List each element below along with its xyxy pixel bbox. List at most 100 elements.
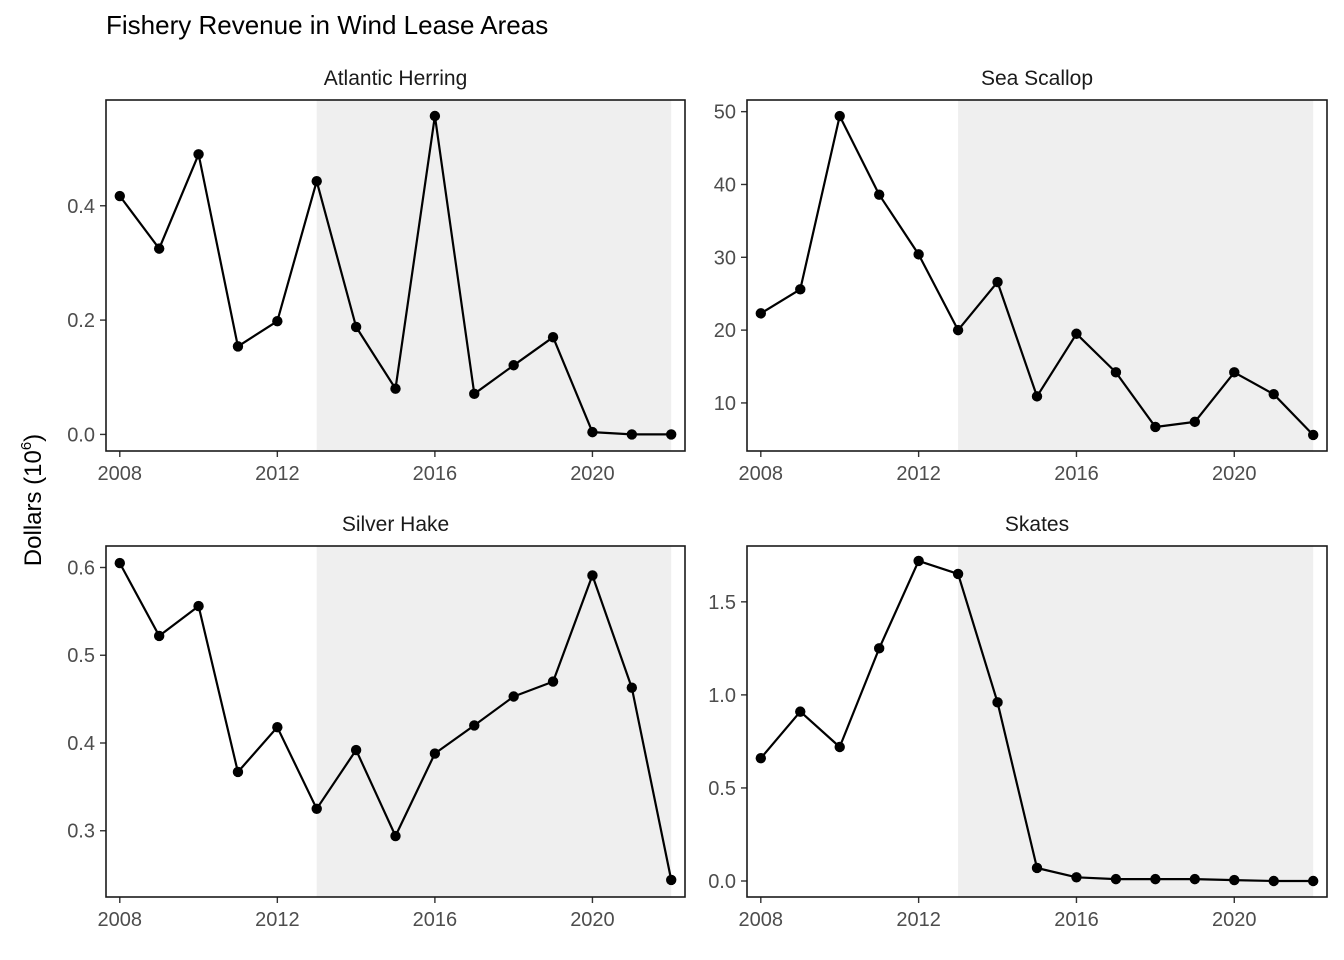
panel-title-skates: Skates (1005, 513, 1069, 536)
data-point-silver-hake-2015 (390, 830, 401, 842)
data-point-silver-hake-2008 (114, 557, 125, 569)
x-tick-label: 2012 (255, 909, 300, 931)
data-point-skates-2013 (952, 568, 964, 580)
data-point-silver-hake-2016 (429, 748, 441, 759)
data-point-sea-scallop-2014 (992, 276, 1003, 288)
data-point-silver-hake-2013 (311, 803, 322, 815)
x-tick-label: 2016 (1054, 909, 1099, 931)
x-tick-label: 2020 (1212, 909, 1257, 931)
lease-period-shading (316, 546, 672, 897)
data-point-atlantic-herring-2012 (272, 316, 283, 327)
y-axis-label-end: ) (20, 434, 47, 442)
data-point-silver-hake-2011 (232, 766, 244, 778)
y-tick-label: 0.5 (708, 778, 736, 800)
data-point-sea-scallop-2017 (1110, 367, 1122, 378)
x-tick-label: 2020 (570, 463, 615, 485)
x-tick-label: 2020 (570, 909, 615, 931)
x-tick-label: 2008 (98, 463, 143, 485)
x-tick-label: 2016 (413, 463, 458, 485)
y-tick-label: 0.0 (67, 424, 95, 446)
y-tick-label: 1.5 (708, 592, 736, 614)
data-point-skates-2021 (1268, 875, 1279, 887)
y-tick-label: 0.0 (708, 871, 736, 893)
data-point-sea-scallop-2016 (1071, 328, 1082, 339)
panel-border (746, 545, 1328, 898)
data-point-silver-hake-2019 (547, 676, 559, 687)
data-point-silver-hake-2014 (350, 744, 362, 756)
data-point-silver-hake-2010 (193, 600, 204, 612)
data-point-atlantic-herring-2010 (193, 149, 204, 160)
lease-period-shading (316, 100, 672, 451)
data-point-skates-2019 (1189, 873, 1201, 885)
x-tick-label: 2020 (1212, 463, 1257, 485)
data-point-skates-2015 (1031, 862, 1043, 874)
y-tick-label: 0.4 (67, 733, 95, 755)
data-point-atlantic-herring-2020 (587, 426, 598, 438)
data-point-atlantic-herring-2021 (626, 429, 638, 440)
y-tick-label: 0.5 (67, 645, 95, 667)
data-point-atlantic-herring-2015 (390, 383, 401, 394)
y-axis-label-superscript: 6 (18, 442, 35, 450)
data-point-silver-hake-2021 (626, 682, 638, 693)
data-point-skates-2011 (873, 643, 885, 654)
x-tick-label: 2008 (739, 463, 784, 485)
data-point-sea-scallop-2020 (1229, 367, 1240, 378)
lease-period-shading (958, 100, 1314, 451)
y-tick-label: 0.4 (67, 196, 95, 218)
data-point-silver-hake-2009 (153, 630, 165, 642)
y-axis-label: Dollars (106) (18, 434, 47, 566)
data-point-skates-2018 (1150, 873, 1161, 885)
x-tick-label: 2008 (98, 909, 143, 931)
panel-title-atlantic-herring: Atlantic Herring (324, 67, 468, 90)
data-point-skates-2014 (992, 697, 1003, 708)
panel-skates: Skates 2008 2012 2016 2020 0.0 0.5 1.0 1.5 (708, 513, 1328, 931)
data-point-atlantic-herring-2013 (311, 175, 322, 187)
y-tick-label: 0.2 (67, 310, 95, 332)
y-tick-label: 1.0 (708, 685, 736, 707)
y-tick-label: 20 (714, 320, 736, 342)
data-point-sea-scallop-2015 (1031, 391, 1043, 402)
data-point-silver-hake-2020 (587, 570, 598, 581)
data-point-skates-2020 (1229, 874, 1240, 886)
x-tick-label: 2012 (896, 909, 941, 931)
data-point-silver-hake-2012 (272, 722, 283, 733)
data-point-skates-2012 (913, 555, 924, 567)
panel-border (105, 545, 686, 898)
panel-silver-hake: Silver Hake 2008 2012 2016 2020 0.3 0.4 0.5 0.6 (67, 513, 686, 931)
y-axis-label-base: Dollars (10 (20, 450, 47, 566)
chart-title: Fishery Revenue in Wind Lease Areas (106, 10, 548, 40)
data-point-sea-scallop-2018 (1150, 421, 1161, 433)
data-point-skates-2010 (834, 741, 845, 753)
data-point-skates-2009 (795, 706, 806, 717)
data-point-sea-scallop-2008 (755, 308, 767, 319)
y-tick-label: 0.3 (67, 821, 95, 843)
data-point-sea-scallop-2019 (1189, 416, 1201, 428)
data-point-silver-hake-2022 (666, 874, 677, 886)
data-point-sea-scallop-2009 (795, 284, 806, 295)
panel-title-sea-scallop: Sea Scallop (981, 67, 1093, 90)
data-point-atlantic-herring-2009 (153, 243, 165, 254)
y-tick-label: 50 (714, 102, 736, 124)
data-point-atlantic-herring-2014 (350, 321, 362, 333)
data-point-skates-2022 (1307, 875, 1319, 887)
data-point-sea-scallop-2011 (873, 189, 885, 200)
data-point-skates-2016 (1071, 872, 1082, 883)
panel-sea-scallop: Sea Scallop 2008 2012 2016 2020 10 20 30 40 50 (714, 67, 1328, 485)
x-tick-label: 2012 (255, 463, 300, 485)
data-point-silver-hake-2018 (508, 691, 519, 702)
data-point-atlantic-herring-2016 (429, 110, 441, 122)
data-point-atlantic-herring-2019 (547, 332, 559, 343)
panel-border (746, 99, 1328, 452)
x-tick-label: 2008 (739, 909, 784, 931)
y-tick-label: 0.6 (67, 557, 95, 579)
panel-grid: Atlantic Herring 2008 2012 2016 2020 0.0 0.2 0.… (67, 67, 1328, 931)
data-point-atlantic-herring-2011 (232, 341, 244, 352)
panel-border (105, 99, 686, 452)
data-point-sea-scallop-2021 (1268, 388, 1279, 400)
x-tick-label: 2016 (413, 909, 458, 931)
data-point-silver-hake-2017 (469, 720, 480, 731)
y-tick-label: 10 (714, 393, 736, 415)
data-point-atlantic-herring-2022 (666, 429, 677, 440)
data-point-atlantic-herring-2017 (469, 388, 480, 400)
